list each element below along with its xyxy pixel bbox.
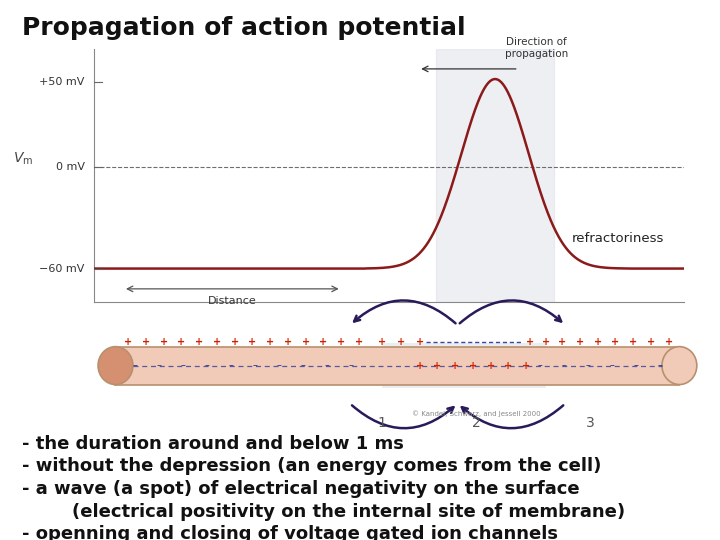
Text: –: –	[180, 361, 185, 370]
Ellipse shape	[98, 347, 133, 384]
Text: Direction of
propagation: Direction of propagation	[505, 37, 568, 59]
Text: - openning and closing of voltage gated ion channels: - openning and closing of voltage gated …	[22, 525, 557, 540]
Text: −60 mV: −60 mV	[40, 264, 85, 274]
Ellipse shape	[662, 347, 697, 384]
Text: +: +	[415, 361, 423, 370]
Text: +: +	[522, 361, 530, 370]
Text: 2: 2	[472, 416, 481, 430]
Text: +: +	[629, 336, 637, 347]
Text: - the duration around and below 1 ms: - the duration around and below 1 ms	[22, 435, 403, 453]
Text: +: +	[213, 336, 221, 347]
Text: +: +	[469, 361, 477, 370]
Text: +: +	[124, 336, 132, 347]
Text: –: –	[585, 361, 590, 370]
Bar	[382, 343, 546, 388]
Text: - without the depression (an energy comes from the cell): - without the depression (an energy come…	[22, 457, 601, 475]
Text: +: +	[337, 336, 345, 347]
Text: +: +	[415, 336, 423, 347]
Text: (electrical positivity on the internal site of membrane): (electrical positivity on the internal s…	[22, 503, 625, 521]
Text: +: +	[160, 336, 168, 347]
Text: –: –	[276, 361, 282, 370]
Text: +: +	[302, 336, 310, 347]
Text: +: +	[451, 361, 459, 370]
Text: +: +	[576, 336, 584, 347]
Text: © Kandel, Schwarz, and Jessell 2000: © Kandel, Schwarz, and Jessell 2000	[413, 411, 541, 417]
Text: –: –	[325, 361, 330, 370]
Text: –: –	[348, 361, 354, 370]
Text: +: +	[647, 336, 655, 347]
Text: +: +	[593, 336, 602, 347]
Text: –: –	[300, 361, 305, 370]
Text: +: +	[355, 336, 363, 347]
Text: –: –	[204, 361, 210, 370]
Text: +: +	[248, 336, 256, 347]
Text: +: +	[266, 336, 274, 347]
Text: $V_\mathrm{m}$: $V_\mathrm{m}$	[13, 150, 33, 167]
Text: +: +	[504, 361, 513, 370]
Text: +: +	[397, 336, 405, 347]
Text: +: +	[142, 336, 150, 347]
Text: - a wave (a spot) of electrical negativity on the surface: - a wave (a spot) of electrical negativi…	[22, 480, 579, 498]
Text: +: +	[611, 336, 619, 347]
Text: 3: 3	[586, 416, 595, 430]
Text: +: +	[284, 336, 292, 347]
Text: –: –	[610, 361, 615, 370]
Text: –: –	[156, 361, 161, 370]
Text: –: –	[132, 361, 137, 370]
Text: +50 mV: +50 mV	[40, 77, 85, 87]
Text: –: –	[634, 361, 639, 370]
Text: –: –	[562, 361, 567, 370]
Text: +: +	[195, 336, 203, 347]
Text: Propagation of action potential: Propagation of action potential	[22, 16, 465, 40]
Text: +: +	[377, 336, 386, 347]
Text: +: +	[319, 336, 328, 347]
Text: +: +	[433, 361, 441, 370]
Text: refractoriness: refractoriness	[572, 232, 664, 245]
Text: 1: 1	[377, 416, 386, 430]
Text: +: +	[558, 336, 566, 347]
Text: +: +	[665, 336, 672, 347]
Bar	[115, 347, 680, 384]
Text: +: +	[526, 336, 534, 347]
Text: 0 mV: 0 mV	[55, 162, 85, 172]
Text: –: –	[658, 361, 663, 370]
Text: +: +	[177, 336, 186, 347]
Text: +: +	[487, 361, 495, 370]
Text: –: –	[228, 361, 233, 370]
Text: +: +	[230, 336, 238, 347]
Text: –: –	[253, 361, 257, 370]
Text: Distance: Distance	[208, 295, 257, 306]
Bar	[436, 49, 554, 302]
Text: –: –	[538, 361, 542, 370]
Text: +: +	[542, 336, 550, 347]
